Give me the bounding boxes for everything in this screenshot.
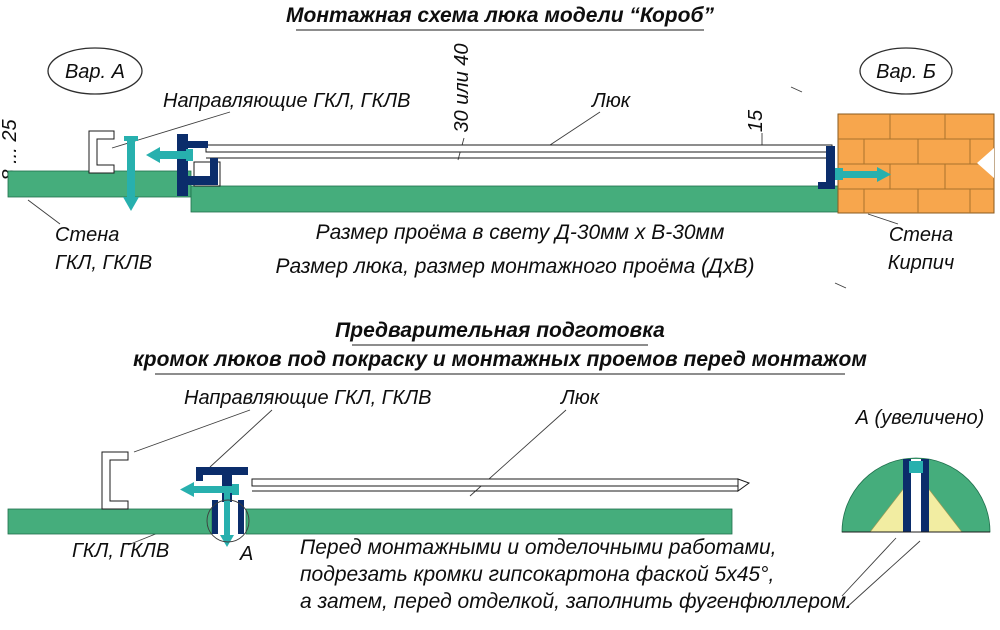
drywall-panel-left <box>7 508 213 535</box>
brick-vertical-joints <box>863 114 971 213</box>
frame-profile-vertical <box>177 134 188 196</box>
wall-right-caption-2: Кирпич <box>888 252 955 274</box>
guides-leader-line-3 <box>209 409 273 468</box>
frame-profile-horizontal-2 <box>196 467 248 475</box>
wall-right-caption-1: Стена <box>889 224 953 246</box>
prep-note-line1: Перед монтажными и отделочными работами, <box>300 536 777 559</box>
opening-size-note: Размер проёма в свету Д-30мм х В-30мм <box>316 221 725 244</box>
profile-assembly-bottom <box>101 451 248 547</box>
frame-profile-right <box>826 146 835 188</box>
hatch-label-2: Люк <box>559 387 601 409</box>
gkl-guide-profile-2 <box>101 451 129 510</box>
thickness-dimension: 8 ... 25 <box>0 119 21 181</box>
scheme-title: Монтажная схема люка модели “Короб” <box>286 4 714 27</box>
detail-marker-label: А <box>239 543 253 565</box>
variant-a-label: Вар. А <box>65 61 125 83</box>
edge-profile-right <box>238 500 244 534</box>
prep-note-line2: подрезать кромки гипсокартона фаской 5х4… <box>300 563 774 586</box>
hatch-door-top <box>193 144 833 187</box>
right-profile-assembly <box>818 146 891 189</box>
brick-wall <box>837 113 995 214</box>
anchor-pin-tip <box>220 535 234 547</box>
door-end-cap <box>737 478 751 492</box>
frame-profile-hook <box>196 467 203 481</box>
drywall-panel-right <box>245 508 733 535</box>
variant-a-bubble <box>47 47 143 95</box>
gkl-caption: ГКЛ, ГКЛВ <box>72 540 169 562</box>
anchor-head <box>124 136 138 141</box>
guides-label: Направляющие ГКЛ, ГКЛВ <box>163 90 410 112</box>
left-profile-assembly <box>88 130 218 211</box>
drywall-bottom-panel <box>190 185 839 213</box>
anchor-tip-left <box>146 147 160 163</box>
dim15-dimension: 15 <box>745 109 767 132</box>
wall-left-leader-line <box>27 199 61 225</box>
hatch-leader-line <box>546 111 601 148</box>
detail-profile-right <box>921 459 929 532</box>
anchor-shaft-horizontal <box>158 151 188 159</box>
guides-label-2: Направляющие ГКЛ, ГКЛВ <box>184 387 431 409</box>
prep-title-line1: Предварительная подготовка <box>335 319 665 342</box>
frame-profile-top <box>188 141 208 148</box>
wall-left-caption-2: ГКЛ, ГКЛВ <box>55 252 152 274</box>
guides-leader-line-2 <box>133 409 251 453</box>
hatch-label: Люк <box>590 90 632 112</box>
detail-a-view <box>841 457 991 533</box>
detail-a-circle <box>206 499 250 543</box>
door-leaf <box>205 144 833 153</box>
wall-right-leader-line <box>867 213 899 225</box>
prep-scheme: Предварительная подготовка кромок люков … <box>7 319 991 613</box>
edge-profile-left <box>212 500 218 534</box>
detail-leader-line-2 <box>845 540 921 609</box>
prep-title-line2: кромок люков под покраску и монтажных пр… <box>133 348 867 371</box>
ref-tick <box>834 282 847 289</box>
depth-dimension: 30 или 40 <box>451 43 473 132</box>
door-leaf-2 <box>251 478 739 487</box>
anchor-block-2 <box>232 484 239 495</box>
anchor-tip-left-2 <box>180 482 194 497</box>
frame-profile-bottom <box>188 176 218 185</box>
detail-anchor-head <box>909 461 923 473</box>
detail-gap <box>911 459 921 532</box>
anchor-shaft-vertical <box>127 139 135 197</box>
anchor-block <box>186 149 193 161</box>
frame-profile-step <box>210 158 218 185</box>
anchor-shaft-horizontal-2 <box>194 486 232 493</box>
hatch-door-bottom <box>251 478 751 492</box>
gkl-leader-line <box>127 532 159 546</box>
top-scheme: Монтажная схема люка модели “Короб” Вар.… <box>0 4 995 289</box>
gkl-guide-profile <box>88 130 115 174</box>
anchor-pin-down <box>224 493 230 535</box>
variant-b-bubble <box>859 47 953 95</box>
wall-left-caption-1: Стена <box>55 224 119 246</box>
frame-profile-right-foot <box>818 182 835 189</box>
anchor-tip-right <box>877 167 891 182</box>
detail-title: А (увеличено) <box>855 407 985 429</box>
brick-break-notch <box>977 148 994 178</box>
prep-note-line3: а затем, перед отделкой, заполнить фуген… <box>300 590 852 613</box>
anchor-shaft-right <box>843 171 877 178</box>
hatch-size-note: Размер люка, размер монтажного проёма (Д… <box>276 255 755 278</box>
detail-leader-line-1 <box>841 537 897 597</box>
anchor-tip-down <box>123 197 139 211</box>
ref-tick <box>790 86 803 93</box>
detail-profile-left <box>903 459 911 532</box>
variant-b-label: Вар. Б <box>876 61 936 83</box>
drywall-wall-left <box>7 170 192 198</box>
anchor-block-right <box>835 168 843 180</box>
